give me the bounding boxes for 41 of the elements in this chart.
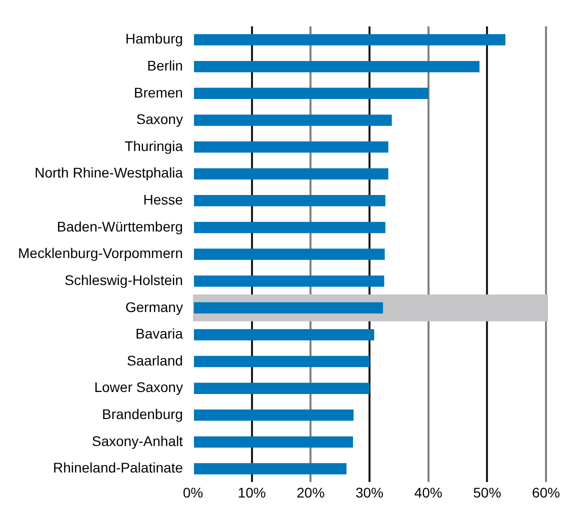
bar bbox=[194, 275, 384, 287]
x-tick-label: 30% bbox=[355, 484, 384, 500]
y-tick-label: Mecklenburg-Vorpommern bbox=[18, 245, 183, 262]
y-tick-label: Bremen bbox=[134, 84, 183, 100]
bar bbox=[194, 222, 386, 234]
x-tick-label: 10% bbox=[238, 484, 266, 500]
bar bbox=[194, 463, 347, 474]
bar bbox=[194, 195, 386, 206]
bar bbox=[194, 60, 480, 72]
y-tick-label: Hamburg bbox=[125, 30, 183, 47]
bar bbox=[194, 410, 354, 421]
x-tick-label: 40% bbox=[414, 484, 442, 500]
bar bbox=[194, 382, 370, 394]
bar bbox=[194, 436, 353, 448]
y-tick-label: Saarland bbox=[126, 352, 183, 368]
bar bbox=[194, 356, 370, 368]
y-tick-label: Thuringia bbox=[124, 138, 184, 154]
bar bbox=[194, 34, 506, 46]
y-tick-label: Baden-Württemberg bbox=[56, 218, 183, 234]
bar bbox=[194, 168, 388, 180]
bar bbox=[194, 114, 392, 126]
x-tick-label: 60% bbox=[532, 484, 560, 500]
x-tick-label: 50% bbox=[473, 484, 502, 500]
y-tick-label: Berlin bbox=[147, 57, 183, 74]
y-tick-label: Brandenburg bbox=[102, 406, 183, 422]
y-tick-label: Germany bbox=[125, 298, 183, 315]
y-tick-label: Saxony bbox=[136, 111, 183, 128]
bar bbox=[194, 329, 374, 340]
y-tick-label: Bavaria bbox=[135, 326, 184, 342]
y-tick-label: Rhineland-Palatinate bbox=[52, 460, 184, 476]
bar bbox=[194, 302, 384, 314]
x-tick-label: 0% bbox=[182, 484, 204, 500]
y-tick-label: Hesse bbox=[143, 192, 184, 208]
x-tick-label: 20% bbox=[296, 484, 325, 500]
bar bbox=[194, 88, 428, 100]
y-tick-label: Saxony-Anhalt bbox=[92, 432, 184, 449]
y-tick-label: North Rhine-Westphalia bbox=[34, 164, 184, 181]
bar bbox=[194, 248, 385, 260]
bar bbox=[194, 141, 388, 153]
y-tick-label: Lower Saxony bbox=[94, 379, 183, 396]
y-tick-label: Schleswig-Holstein bbox=[64, 272, 183, 288]
